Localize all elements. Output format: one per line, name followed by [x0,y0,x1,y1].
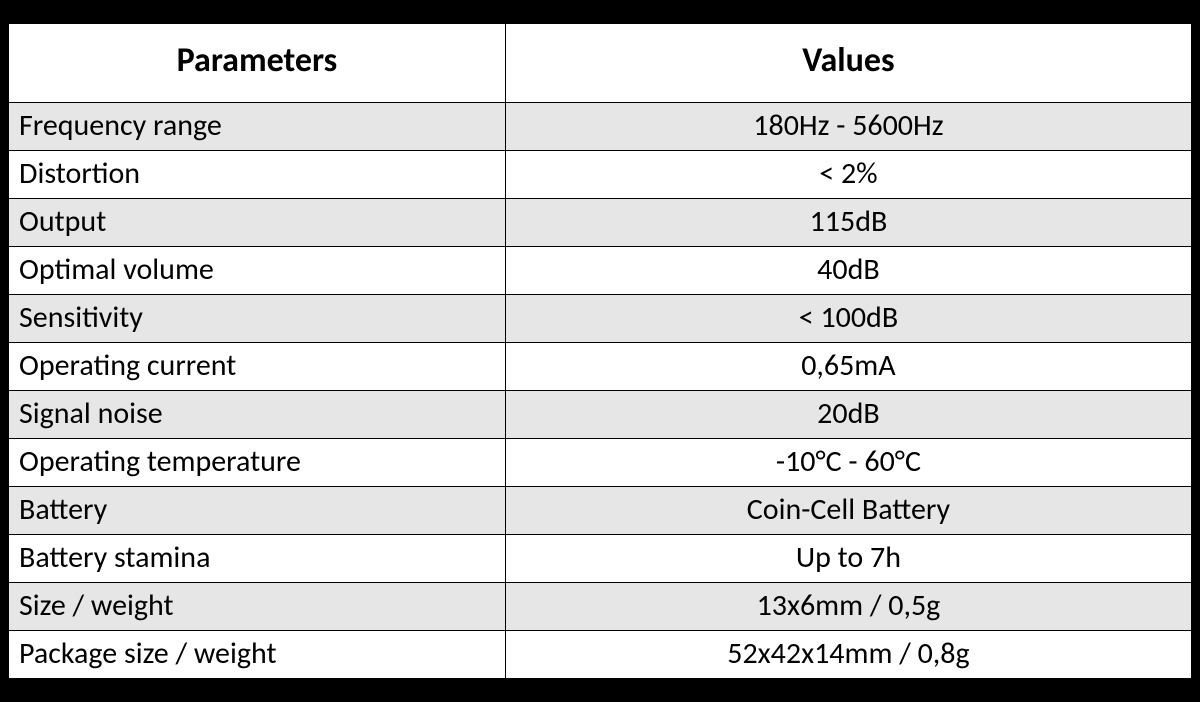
param-cell: Optimal volume [9,246,506,294]
value-cell: < 100dB [505,294,1191,342]
param-cell: Size / weight [9,582,506,630]
value-cell: 0,65mA [505,342,1191,390]
param-cell: Operating current [9,342,506,390]
value-cell: 180Hz - 5600Hz [505,102,1191,150]
table-row: Size / weight 13x6mm / 0,5g [9,582,1192,630]
value-cell: 40dB [505,246,1191,294]
param-cell: Distortion [9,150,506,198]
table-row: Package size / weight 52x42x14mm / 0,8g [9,630,1192,678]
param-cell: Battery [9,486,506,534]
table-row: Battery stamina Up to 7h [9,534,1192,582]
table-row: Operating temperature -10°C - 60°C [9,438,1192,486]
table-row: Output 115dB [9,198,1192,246]
value-cell: 20dB [505,390,1191,438]
value-cell: 52x42x14mm / 0,8g [505,630,1191,678]
value-cell: < 2% [505,150,1191,198]
param-cell: Signal noise [9,390,506,438]
param-cell: Battery stamina [9,534,506,582]
value-cell: 13x6mm / 0,5g [505,582,1191,630]
table-row: Optimal volume 40dB [9,246,1192,294]
col-header-parameters: Parameters [9,24,506,102]
table-row: Operating current 0,65mA [9,342,1192,390]
col-header-values: Values [505,24,1191,102]
value-cell: Coin-Cell Battery [505,486,1191,534]
value-cell: Up to 7h [505,534,1191,582]
param-cell: Operating temperature [9,438,506,486]
param-cell: Package size / weight [9,630,506,678]
param-cell: Frequency range [9,102,506,150]
table-row: Frequency range 180Hz - 5600Hz [9,102,1192,150]
value-cell: 115dB [505,198,1191,246]
table-row: Distortion < 2% [9,150,1192,198]
table-row: Signal noise 20dB [9,390,1192,438]
param-cell: Sensitivity [9,294,506,342]
table-header-row: Parameters Values [9,24,1192,102]
table-row: Sensitivity < 100dB [9,294,1192,342]
spec-table-container: Parameters Values Frequency range 180Hz … [7,22,1193,679]
spec-table: Parameters Values Frequency range 180Hz … [8,23,1192,678]
value-cell: -10°C - 60°C [505,438,1191,486]
param-cell: Output [9,198,506,246]
table-row: Battery Coin-Cell Battery [9,486,1192,534]
